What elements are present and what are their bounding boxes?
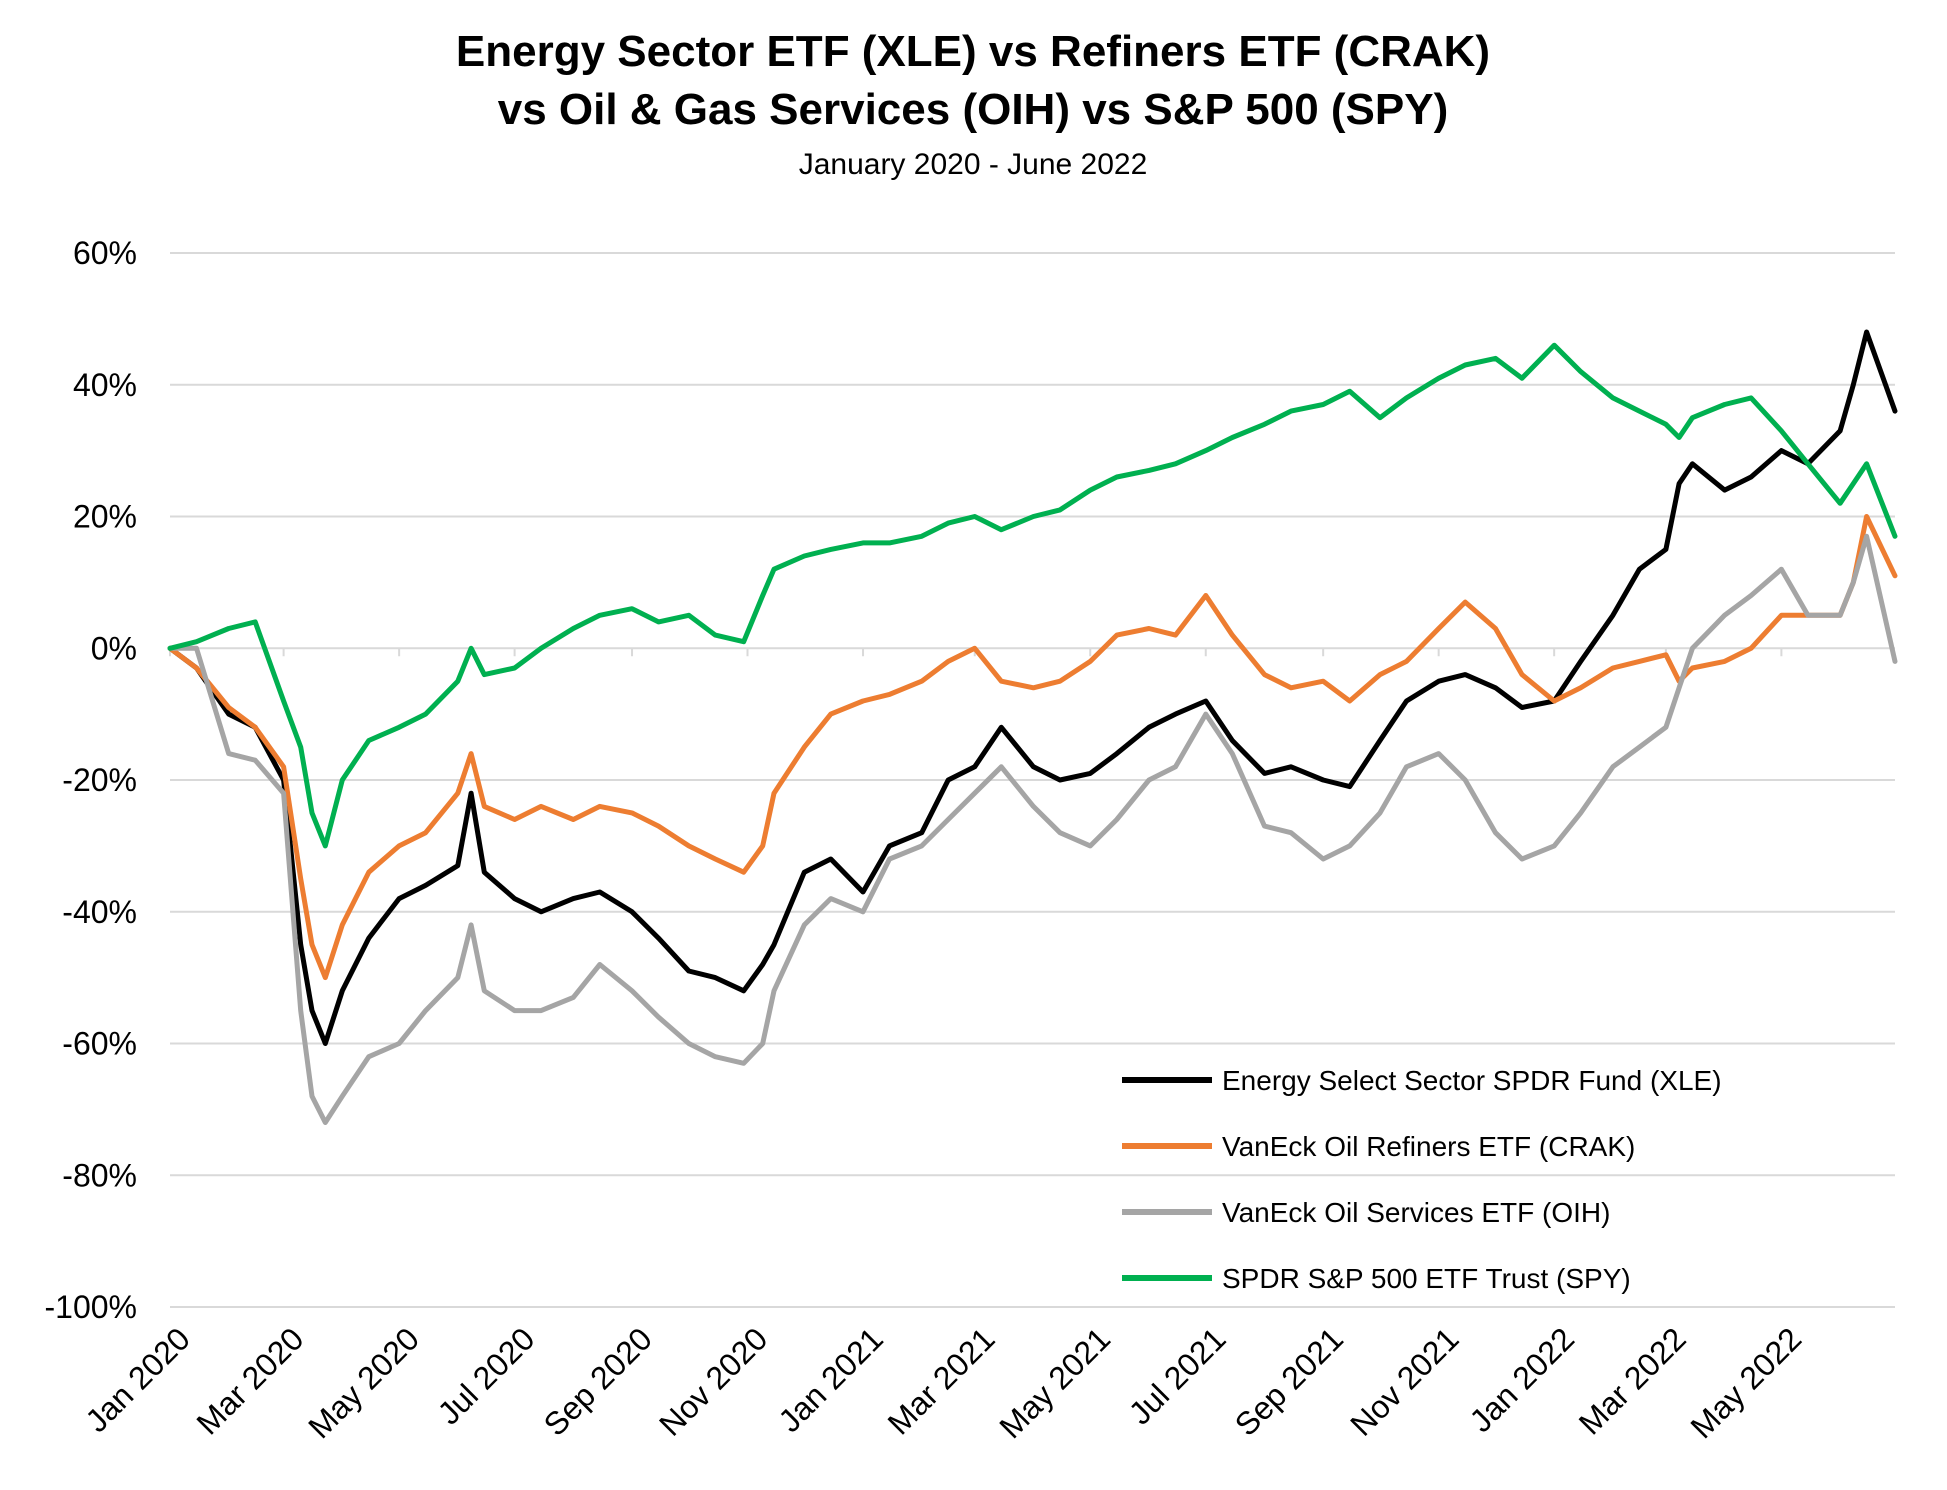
x-tick-label: Jan 2020 — [78, 1320, 197, 1439]
x-tick-label: Sep 2020 — [537, 1320, 659, 1442]
y-tick-label: 0% — [91, 630, 137, 666]
series-line-0 — [167, 329, 1898, 1046]
x-tick-label: Mar 2021 — [881, 1320, 1002, 1441]
x-tick-label: Jan 2022 — [1463, 1320, 1582, 1439]
x-tick-label: May 2020 — [301, 1320, 426, 1445]
legend-label: VanEck Oil Services ETF (OIH) — [1222, 1197, 1610, 1228]
y-tick-label: 40% — [73, 367, 137, 403]
series-line-3 — [167, 342, 1898, 849]
y-tick-label: -80% — [62, 1157, 137, 1193]
x-tick-label: Mar 2022 — [1572, 1320, 1693, 1441]
x-tick-label: Nov 2021 — [1343, 1320, 1465, 1442]
y-tick-label: -60% — [62, 1026, 137, 1062]
legend-label: VanEck Oil Refiners ETF (CRAK) — [1222, 1131, 1635, 1162]
y-tick-label: -100% — [45, 1289, 138, 1325]
legend: Energy Select Sector SPDR Fund (XLE) VanE… — [1122, 1065, 1722, 1294]
x-tick-label: Jul 2021 — [1122, 1320, 1233, 1431]
chart-title-line-1: Energy Sector ETF (XLE) vs Refiners ETF … — [456, 27, 1490, 76]
series-line-1 — [167, 514, 1898, 981]
y-axis: 60% 40% 20% 0% -20% -40% -60% -80% -100% — [45, 235, 138, 1325]
x-tick-label: Nov 2020 — [652, 1320, 774, 1442]
x-tick-label: Jan 2021 — [771, 1320, 890, 1439]
x-tick-label: Mar 2020 — [190, 1320, 311, 1441]
x-tick-label: May 2022 — [1684, 1320, 1809, 1445]
x-tick-label: May 2021 — [992, 1320, 1117, 1445]
gridlines — [170, 252, 1895, 1308]
y-tick-label: 60% — [73, 235, 137, 271]
series-line-2 — [167, 533, 1898, 1125]
chart-title-line-2: vs Oil & Gas Services (OIH) vs S&P 500 (… — [498, 85, 1449, 134]
x-tick-label: Jul 2020 — [431, 1320, 542, 1431]
legend-label: Energy Select Sector SPDR Fund (XLE) — [1222, 1065, 1722, 1096]
y-tick-label: 20% — [73, 499, 137, 535]
chart-subtitle: January 2020 - June 2022 — [799, 148, 1148, 181]
series-lines — [167, 329, 1898, 1125]
y-tick-label: -20% — [62, 762, 137, 798]
x-tick-label: Sep 2021 — [1228, 1320, 1350, 1442]
legend-label: SPDR S&P 500 ETF Trust (SPY) — [1222, 1263, 1631, 1294]
y-tick-label: -40% — [62, 894, 137, 930]
